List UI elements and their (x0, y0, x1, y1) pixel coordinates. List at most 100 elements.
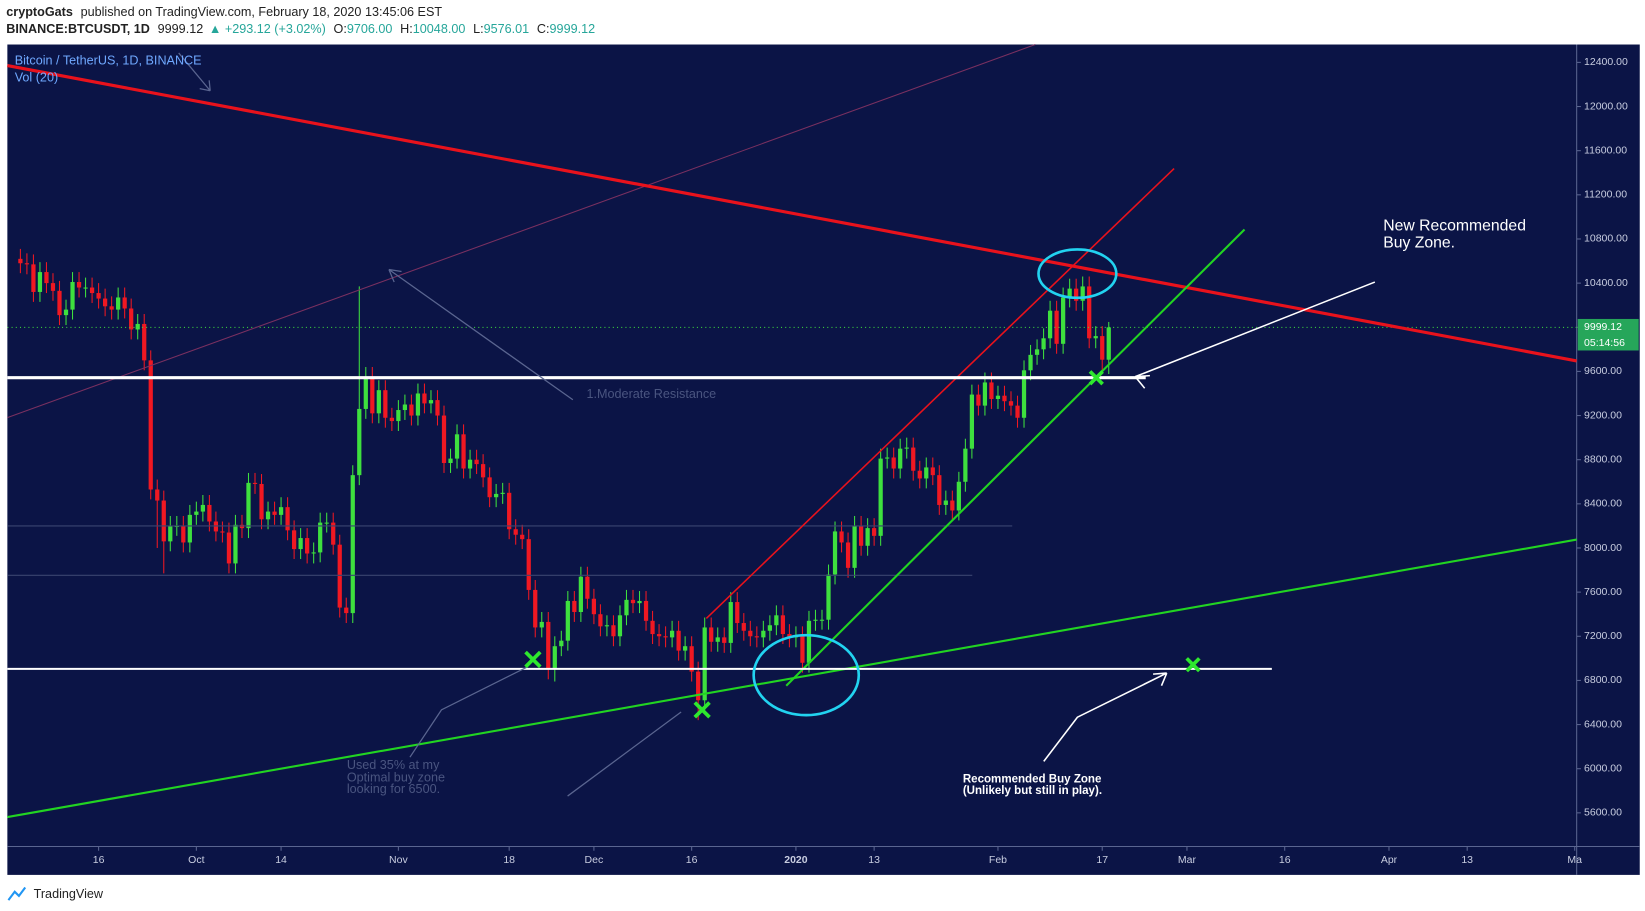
candle-body (1015, 405, 1020, 418)
candle-body (676, 630, 681, 651)
x-tick-label: Oct (188, 854, 204, 866)
candle-body (500, 492, 505, 494)
candle-body (200, 504, 205, 512)
candle-body (50, 283, 56, 291)
candle-body (709, 627, 714, 642)
candle-body (102, 298, 108, 307)
countdown-label: 05:14:56 (1584, 337, 1625, 349)
candle-body (76, 282, 82, 288)
candle-body (265, 511, 271, 520)
last-price-label: 9999.12 (1584, 321, 1622, 333)
candle-body (207, 504, 212, 522)
y-tick-label: 9200.00 (1584, 409, 1622, 421)
candles (7, 248, 1577, 721)
candle-body (904, 447, 909, 449)
candle-body (291, 530, 297, 550)
candle-body (494, 493, 499, 498)
candle-body (669, 630, 675, 638)
candle-body (507, 492, 512, 530)
y-tick-label: 12400.00 (1584, 56, 1628, 68)
candle-body (865, 528, 870, 546)
candle-body (683, 646, 688, 651)
y-tick-label: 6800.00 (1584, 674, 1622, 686)
header-line-2: BINANCE:BTCUSDT, 1D 9999.12 ▲ +293.12 (+… (6, 22, 595, 36)
candle-body (552, 646, 557, 670)
candle-body (1106, 327, 1111, 360)
candle-body (637, 600, 642, 604)
footer-brand: TradingView (34, 887, 104, 901)
candle-body (337, 544, 342, 608)
y-tick-label: 11200.00 (1584, 189, 1627, 201)
candle-body (331, 522, 336, 545)
last-price-box (1577, 318, 1639, 351)
candle-body (911, 447, 916, 471)
candle-body (441, 415, 447, 464)
x-tick-label: 14 (275, 854, 287, 866)
chart-title: Bitcoin / TetherUS, 1D, BINANCE (15, 54, 202, 68)
candle-body (324, 522, 329, 524)
y-tick-label: 7600.00 (1584, 586, 1622, 598)
candle-body (513, 529, 518, 535)
candle-body (526, 539, 531, 590)
candle-body (578, 576, 583, 612)
candle-body (461, 434, 466, 469)
candle-body (741, 623, 746, 631)
candle-body (1074, 288, 1079, 301)
x-tick-label: 16 (686, 854, 698, 866)
candle-body (161, 500, 166, 542)
h-value: 10048.00 (413, 22, 466, 36)
candle-body (611, 625, 616, 637)
candle-body (702, 627, 707, 701)
candle-body (239, 524, 245, 529)
candle-body (142, 323, 147, 361)
candle-body (722, 637, 727, 643)
candle-body (937, 475, 942, 505)
candle-body (389, 417, 394, 422)
candle-body (278, 507, 284, 515)
axes: 5600.00 6000.00 6400.00 6800.00 7200.00 7600.… (93, 56, 1639, 866)
candle-body (344, 607, 349, 614)
arrow (178, 52, 211, 92)
candle-body (585, 576, 590, 599)
candle-body (415, 393, 421, 416)
l-value: 9576.01 (484, 22, 530, 36)
candle-body (311, 552, 316, 554)
x-tick-label: 16 (1279, 854, 1291, 866)
candle-body (819, 619, 825, 621)
x-tick-label: Nov (389, 854, 408, 866)
l-label: L: (473, 22, 484, 36)
candle-body (422, 393, 427, 404)
h-label: H: (400, 22, 413, 36)
candle-body (181, 525, 186, 543)
candle-body (650, 620, 655, 635)
candle-body (520, 534, 525, 540)
candle-body (806, 620, 812, 663)
candle-body (187, 514, 192, 543)
candle-body (1041, 338, 1046, 350)
y-tick-label: 9600.00 (1584, 365, 1622, 377)
o-label: O: (334, 22, 347, 36)
x-tick-label: Feb (989, 854, 1007, 866)
candle-body (1093, 336, 1098, 339)
candle-body (1034, 349, 1040, 355)
channel-bottom (785, 228, 1246, 687)
candle-body (572, 600, 577, 612)
candle-body (135, 323, 140, 330)
symbol: BINANCE:BTCUSDT, 1D (6, 22, 150, 36)
candle-body (220, 531, 225, 533)
y-tick-label: 10800.00 (1584, 233, 1628, 245)
candle-body (357, 408, 362, 476)
c-value: 9999.12 (550, 22, 596, 36)
candle-body (878, 458, 883, 536)
candle-body (467, 459, 473, 469)
candle-body (252, 482, 258, 484)
author: cryptoGats (6, 5, 73, 19)
channel-top (705, 167, 1175, 619)
candle-body (767, 625, 772, 631)
candle-body (70, 282, 75, 310)
y-tick-label: 5600.00 (1584, 807, 1622, 819)
candle-body (226, 532, 232, 564)
annotation: New Recommended (1383, 218, 1526, 235)
x-tick-label: Ma (1567, 854, 1582, 866)
candle-body (122, 297, 127, 309)
